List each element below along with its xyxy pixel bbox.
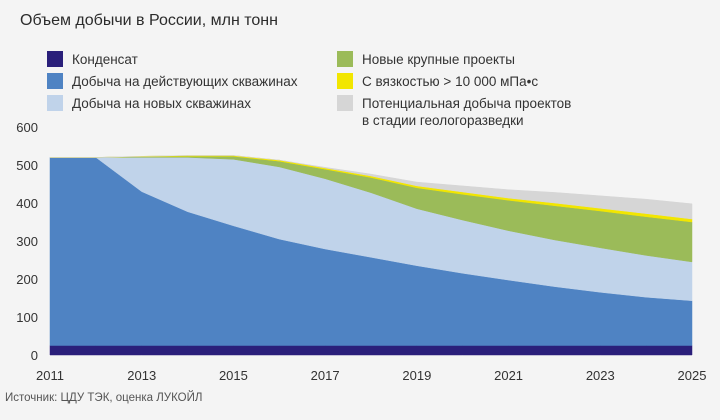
chart-title: Объем добычи в России, млн тонн <box>20 12 278 29</box>
legend-swatch-major-projects <box>337 51 353 67</box>
legend-item-new-wells: Добыча на новых скважинах <box>47 95 251 112</box>
x-tick-label: 2025 <box>678 368 707 383</box>
y-tick-label: 100 <box>16 310 38 325</box>
x-tick-label: 2021 <box>494 368 523 383</box>
legend-label-viscosity: С вязкостью > 10 000 мПа•с <box>362 74 539 89</box>
y-tick-label: 400 <box>16 196 38 211</box>
y-tick-label: 200 <box>16 272 38 287</box>
chart-areas <box>49 155 693 356</box>
legend-item-major-projects: Новые крупные проекты <box>337 51 515 68</box>
x-tick-label: 2011 <box>36 368 64 383</box>
legend-item-condensate: Конденсат <box>47 51 138 68</box>
x-tick-label: 2023 <box>586 368 615 383</box>
legend-swatch-exploration <box>337 95 353 111</box>
legend-item-viscosity: С вязкостью > 10 000 мПа•с <box>337 73 538 90</box>
source-note: Источник: ЦДУ ТЭК, оценка ЛУКОЙЛ <box>5 392 203 404</box>
y-tick-label: 600 <box>16 120 38 135</box>
x-tick-label: 2015 <box>219 368 248 383</box>
legend-label-exploration: Потенциальная добыча проектов в стадии г… <box>362 96 572 128</box>
x-tick-label: 2019 <box>402 368 431 383</box>
x-axis-ticks: 2011 2013 2015 2017 2019 2021 2023 2025 <box>36 368 706 383</box>
legend-label-existing-wells: Добыча на действующих скважинах <box>72 74 298 89</box>
legend-item-existing-wells: Добыча на действующих скважинах <box>47 73 297 90</box>
y-tick-label: 0 <box>31 348 38 363</box>
legend-label-new-wells: Добыча на новых скважинах <box>72 96 252 111</box>
area-exploration <box>50 155 693 220</box>
legend-swatch-existing-wells <box>47 73 63 89</box>
x-tick-label: 2017 <box>311 368 340 383</box>
legend-label-major-projects: Новые крупные проекты <box>362 52 515 67</box>
legend-swatch-new-wells <box>47 95 63 111</box>
legend-swatch-viscosity <box>337 73 353 89</box>
legend-item-exploration: Потенциальная добыча проектов в стадии г… <box>337 95 571 129</box>
y-tick-label: 500 <box>16 158 38 173</box>
legend-label-condensate: Конденсат <box>72 52 138 67</box>
legend-swatch-condensate <box>47 51 63 67</box>
y-axis-ticks: 0 100 200 300 400 500 600 <box>16 120 38 363</box>
x-tick-label: 2013 <box>127 368 156 383</box>
y-tick-label: 300 <box>16 234 38 249</box>
area-condensate <box>49 345 693 356</box>
chart-legend: Конденсат Добыча на действующих скважина… <box>0 47 720 129</box>
